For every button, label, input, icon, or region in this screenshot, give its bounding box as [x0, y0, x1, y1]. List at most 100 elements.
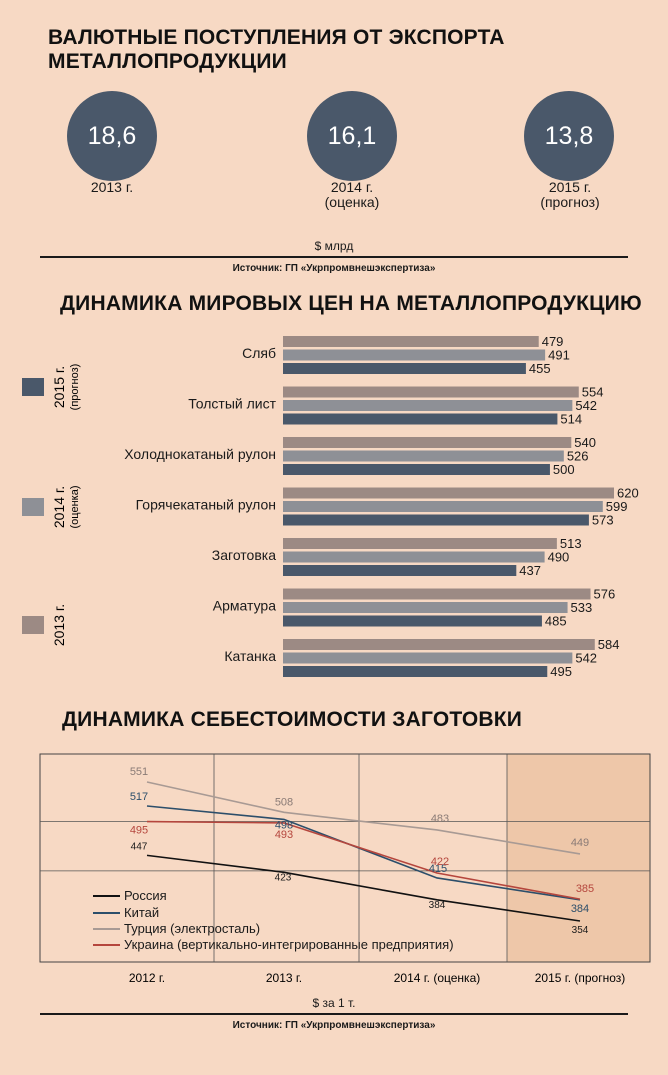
- revenue-year-2014: 2014 г. (оценка): [272, 180, 432, 210]
- category-label: Арматура: [213, 598, 276, 614]
- year-text: 2015 г.: [548, 179, 592, 195]
- bar: [283, 602, 568, 613]
- data-label: 423: [275, 872, 292, 883]
- bar: [283, 501, 603, 512]
- bar-value-label: 437: [519, 563, 541, 578]
- bar: [283, 450, 564, 462]
- revenue-circle-2013: 18,6: [67, 91, 157, 181]
- revenue-year-2013: 2013 г.: [32, 180, 192, 195]
- export-revenue-title: ВАЛЮТНЫЕ ПОСТУПЛЕНИЯ ОТ ЭКСПОРТА МЕТАЛЛО…: [48, 26, 505, 74]
- bar: [283, 666, 548, 677]
- revenue-value: 18,6: [87, 121, 137, 150]
- data-label: 354: [572, 925, 589, 936]
- legend-label: Китай: [124, 905, 159, 920]
- bar-value-label: 533: [571, 600, 593, 615]
- x-tick-label: 2015 г. (прогноз): [535, 971, 626, 985]
- x-tick-label: 2013 г.: [266, 971, 302, 985]
- revenue-source: Источник: ГП «Укрпромвнешэкспертиза»: [232, 263, 436, 274]
- bar: [283, 565, 517, 576]
- x-tick-label: 2014 г. (оценка): [394, 971, 481, 985]
- divider: [40, 1013, 628, 1015]
- prices-chart-title: ДИНАМИКА МИРОВЫХ ЦЕН НА МЕТАЛЛОПРОДУКЦИЮ: [60, 292, 642, 315]
- bar: [283, 538, 557, 549]
- bar: [283, 551, 545, 563]
- year-note: (оценка): [324, 194, 380, 210]
- category-label: Сляб: [242, 345, 276, 361]
- data-label: 385: [576, 883, 594, 895]
- legend-label: Украина (вертикально-интегрированные пре…: [124, 937, 454, 952]
- legend-swatch: [22, 498, 44, 516]
- data-label: 495: [130, 825, 148, 837]
- legend-label: 2014 г.: [51, 486, 67, 528]
- divider: [40, 256, 628, 258]
- revenue-circle-2015: 13,8: [524, 91, 614, 181]
- bar-value-label: 455: [529, 361, 551, 376]
- bar: [283, 336, 539, 347]
- series-line: [146, 854, 581, 922]
- revenue-unit: $ млрд: [314, 239, 354, 253]
- bar-value-label: 584: [598, 637, 620, 652]
- bar: [283, 413, 558, 425]
- legend-sublabel: (прогноз): [69, 364, 81, 411]
- plot-frame: [39, 753, 651, 963]
- bar: [283, 386, 579, 398]
- data-label: 517: [130, 791, 148, 803]
- bar-value-label: 540: [574, 435, 596, 450]
- bar: [283, 487, 614, 499]
- revenue-value: 13,8: [544, 121, 594, 150]
- bar-value-label: 542: [575, 651, 597, 666]
- x-tick-label: 2012 г.: [129, 971, 165, 985]
- data-label: 415: [429, 863, 447, 875]
- legend-label: Россия: [124, 888, 167, 903]
- bar: [283, 464, 550, 475]
- bar-value-label: 599: [606, 499, 628, 514]
- cost-line-chart: 2012 г. 2013 г. 2014 г. (оценка) 2015 г. (п…: [39, 753, 651, 985]
- category-label: Горячекатаный рулон: [136, 497, 276, 513]
- bar-value-label: 495: [550, 664, 572, 679]
- category-label: Заготовка: [212, 547, 276, 563]
- bar-value-label: 542: [575, 398, 597, 413]
- bar-value-label: 500: [553, 462, 575, 477]
- bar-value-label: 490: [548, 550, 570, 565]
- bar: [283, 514, 589, 526]
- revenue-circle-2014: 16,1: [307, 91, 397, 181]
- revenue-year-2015: 2015 г. (прогноз): [490, 180, 650, 210]
- data-label: 508: [275, 796, 293, 808]
- title-line-2: МЕТАЛЛОПРОДУКЦИИ: [48, 50, 287, 73]
- bar-value-label: 513: [560, 536, 582, 551]
- title-line-1: ВАЛЮТНЫЕ ПОСТУПЛЕНИЯ ОТ ЭКСПОРТА: [48, 26, 505, 49]
- bar: [283, 652, 573, 664]
- bar: [283, 639, 595, 650]
- series-line: [146, 781, 581, 855]
- bar: [283, 588, 591, 600]
- bar: [283, 615, 542, 627]
- legend-sublabel: (оценка): [69, 486, 81, 529]
- cost-chart-title: ДИНАМИКА СЕБЕСТОИМОСТИ ЗАГОТОВКИ: [62, 708, 523, 731]
- legend-label: 2015 г.: [51, 366, 67, 408]
- data-label: 551: [130, 766, 148, 778]
- data-label: 493: [275, 829, 293, 841]
- legend-swatch: [22, 616, 44, 634]
- legend-swatch: [22, 378, 44, 396]
- data-label: 422: [431, 856, 449, 868]
- legend-label: 2013 г.: [51, 604, 67, 646]
- data-label: 483: [431, 813, 449, 825]
- series-line: [146, 820, 581, 900]
- bar-value-label: 554: [582, 385, 604, 400]
- year-text: 2013 г.: [90, 179, 134, 195]
- category-label: Толстый лист: [188, 396, 276, 412]
- cost-unit: $ за 1 т.: [312, 996, 356, 1010]
- bar: [283, 363, 526, 374]
- data-label: 447: [131, 841, 148, 852]
- bar-value-label: 491: [548, 348, 570, 363]
- bar-value-label: 485: [545, 614, 567, 629]
- bar-value-label: 576: [594, 587, 616, 602]
- legend-label: Турция (электросталь): [124, 921, 260, 936]
- category-label: Катанка: [224, 648, 276, 664]
- cost-source: Источник: ГП «Укрпромвнешэкспертиза»: [232, 1020, 436, 1031]
- bar-value-label: 479: [542, 334, 564, 349]
- data-label: 449: [571, 837, 589, 849]
- data-label: 384: [429, 900, 446, 911]
- data-label: 498: [275, 819, 293, 831]
